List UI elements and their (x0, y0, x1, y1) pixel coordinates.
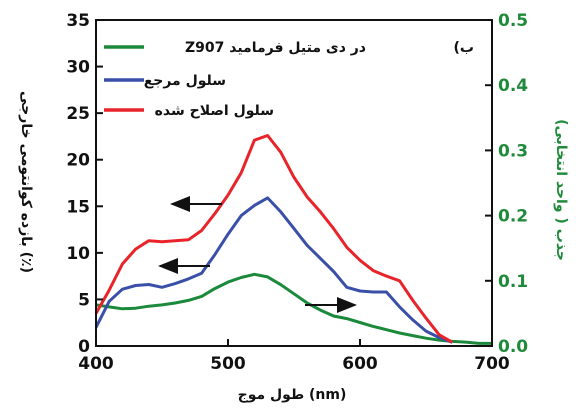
right-tick-label: 0.5 (498, 11, 528, 31)
left-tick-label: 35 (66, 11, 90, 31)
x-tick-label: 400 (78, 354, 114, 374)
x-tick-label: 700 (474, 354, 510, 374)
left-tick-label: 15 (66, 197, 90, 217)
legend: Z907 در دی متیل فرمامید سلول مرجع سلول ا… (104, 40, 366, 119)
panel-label: (ب (454, 40, 474, 56)
x-tick-label: 500 (210, 354, 246, 374)
right-tick-label: 0.1 (498, 272, 528, 292)
right-tick-label: 0.4 (498, 76, 528, 96)
series-line-modified-cell (94, 134, 454, 344)
x-axis: 400 500 600 700 (78, 339, 510, 374)
left-axis: 0 5 10 15 20 25 30 35 (66, 11, 103, 357)
left-tick-label: 25 (66, 104, 90, 124)
left-axis-title: بازده کوانتومی خارجی (٪) (18, 91, 34, 273)
left-tick-label: 0 (78, 337, 90, 357)
left-tick-label: 20 (66, 151, 90, 171)
left-tick-label: 30 (66, 58, 90, 78)
x-axis-title: طول موج (nm) (238, 387, 347, 403)
series-group (94, 134, 492, 345)
series-line-z907 (95, 272, 492, 345)
right-tick-label: 0.3 (498, 141, 528, 161)
x-tick-label: 600 (342, 354, 378, 374)
series-line-reference-cell (94, 196, 453, 344)
annotations (158, 196, 357, 313)
right-axis: 0.0 0.1 0.2 0.3 0.4 0.5 (485, 11, 528, 357)
legend-label-reference-cell: سلول مرجع (144, 73, 226, 89)
right-axis-title: جذب ( واحد انتخابی) (553, 119, 569, 261)
left-tick-label: 10 (66, 244, 90, 264)
right-tick-label: 0.0 (498, 337, 528, 357)
plot-frame (95, 19, 493, 347)
right-tick-label: 0.2 (498, 207, 528, 227)
legend-label-modified-cell: سلول اصلاح شده (155, 103, 274, 119)
left-tick-label: 5 (78, 290, 90, 310)
legend-label-z907: Z907 در دی متیل فرمامید (185, 40, 366, 56)
